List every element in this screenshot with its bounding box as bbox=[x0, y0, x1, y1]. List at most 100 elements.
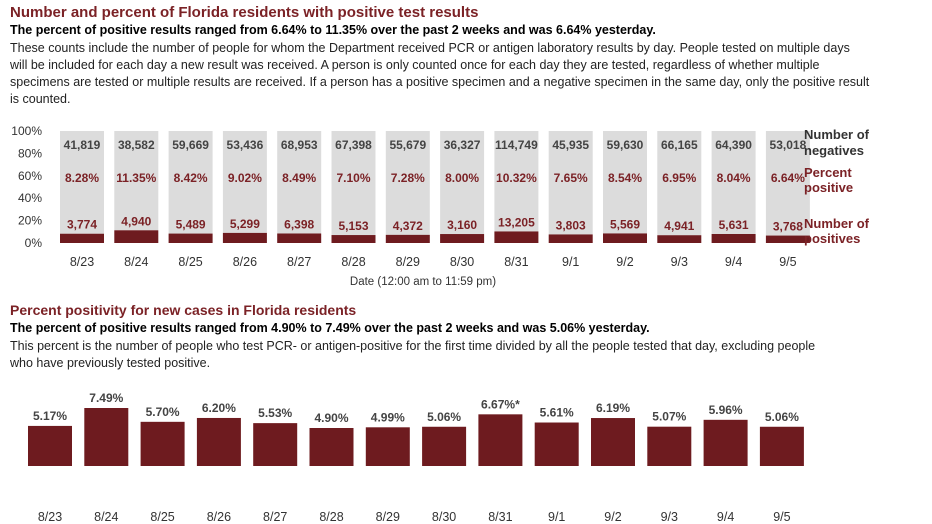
bar-negatives bbox=[114, 131, 159, 231]
bar-positives bbox=[277, 233, 322, 243]
x-tick-label: 8/30 bbox=[432, 510, 456, 524]
bar-positives bbox=[331, 235, 376, 243]
bar-positives bbox=[114, 230, 159, 243]
bar-negatives bbox=[603, 131, 647, 234]
positivity-label: 4.90% bbox=[314, 411, 348, 425]
negatives-label: 59,630 bbox=[607, 138, 644, 152]
x-tick-label: 8/26 bbox=[233, 255, 257, 269]
chart1-subtitle: The percent of positive results ranged f… bbox=[10, 23, 656, 37]
bar-negatives bbox=[657, 131, 702, 236]
negatives-label: 36,327 bbox=[444, 138, 481, 152]
negatives-label: 67,398 bbox=[335, 138, 372, 152]
x-tick-label: 9/4 bbox=[717, 510, 734, 524]
bar-positivity bbox=[140, 421, 185, 466]
percent-label: 6.64% bbox=[771, 171, 805, 185]
bar-positivity bbox=[365, 427, 410, 466]
x-tick-label: 8/23 bbox=[38, 510, 62, 524]
positivity-label: 5.17% bbox=[33, 409, 67, 423]
x-tick-label: 8/29 bbox=[396, 255, 420, 269]
negatives-label: 59,669 bbox=[172, 138, 209, 152]
negatives-label: 114,749 bbox=[495, 138, 538, 152]
percent-positivity-chart: 5.17% 8/23 7.49% 8/24 5.70% 8/25 6.20% 8/26 5.53… bbox=[28, 391, 804, 524]
bar-positivity bbox=[422, 426, 467, 466]
positivity-label: 5.06% bbox=[765, 410, 799, 424]
positivity-label: 6.19% bbox=[596, 401, 630, 415]
x-tick-label: 8/26 bbox=[207, 510, 231, 524]
percent-label: 6.95% bbox=[662, 171, 696, 185]
y-tick-label: 100% bbox=[11, 124, 42, 138]
x-tick-label: 9/2 bbox=[616, 255, 633, 269]
legend-positives-line1: Number of bbox=[804, 216, 870, 231]
positives-label: 13,205 bbox=[498, 215, 535, 229]
bar-positives bbox=[222, 232, 267, 243]
x-tick-label: 8/24 bbox=[94, 510, 118, 524]
negatives-label: 41,819 bbox=[64, 138, 101, 152]
bar-negatives bbox=[331, 131, 376, 236]
negatives-label: 53,018 bbox=[770, 138, 807, 152]
x-tick-label: 9/1 bbox=[548, 510, 565, 524]
positives-label: 5,569 bbox=[610, 217, 640, 231]
x-tick-label: 8/25 bbox=[150, 510, 174, 524]
legend-percent-line2: positive bbox=[804, 180, 853, 195]
y-tick-label: 20% bbox=[18, 214, 42, 228]
y-tick-label: 60% bbox=[18, 169, 42, 183]
positives-label: 5,631 bbox=[719, 218, 749, 232]
bar-positives bbox=[60, 233, 104, 243]
x-tick-label: 8/29 bbox=[376, 510, 400, 524]
negatives-label: 68,953 bbox=[281, 138, 318, 152]
bar-positives bbox=[548, 234, 593, 243]
percent-label: 9.02% bbox=[228, 171, 262, 185]
bar-positivity bbox=[591, 418, 635, 466]
x-axis-title: Date (12:00 am to 11:59 pm) bbox=[350, 276, 496, 288]
bar-negatives bbox=[385, 131, 430, 235]
bar-negatives bbox=[548, 131, 593, 235]
x-tick-label: 8/23 bbox=[70, 255, 94, 269]
bar-positivity bbox=[759, 426, 804, 466]
x-tick-label: 8/25 bbox=[178, 255, 202, 269]
percent-label: 7.10% bbox=[336, 171, 370, 185]
positivity-label: 5.61% bbox=[540, 406, 574, 420]
bar-positivity bbox=[703, 419, 748, 466]
bar-negatives bbox=[168, 131, 213, 234]
x-tick-label: 8/27 bbox=[287, 255, 311, 269]
x-tick-label: 9/5 bbox=[779, 255, 796, 269]
x-tick-label: 8/30 bbox=[450, 255, 474, 269]
legend-negatives-line2: negatives bbox=[804, 143, 864, 158]
percent-label: 7.28% bbox=[391, 171, 425, 185]
bar-negatives bbox=[60, 131, 104, 234]
positivity-label: 5.70% bbox=[146, 405, 180, 419]
bar-positivity bbox=[534, 422, 579, 466]
x-tick-label: 9/5 bbox=[773, 510, 790, 524]
chart2-subtitle: The percent of positive results ranged f… bbox=[10, 321, 650, 335]
bar-negatives bbox=[440, 131, 485, 235]
bar-positives bbox=[603, 233, 647, 243]
x-tick-label: 9/4 bbox=[725, 255, 742, 269]
positives-label: 6,398 bbox=[284, 217, 314, 231]
bar-positivity bbox=[647, 426, 692, 466]
legend-negatives-line1: Number of bbox=[804, 127, 870, 142]
positivity-label: 5.06% bbox=[427, 410, 461, 424]
percent-label: 8.49% bbox=[282, 171, 316, 185]
bar-negatives bbox=[765, 131, 810, 236]
bar-negatives bbox=[711, 131, 756, 234]
chart1-description: These counts include the number of peopl… bbox=[10, 41, 870, 106]
positives-label: 4,940 bbox=[121, 214, 151, 228]
negatives-label: 45,935 bbox=[552, 138, 589, 152]
y-tick-label: 0% bbox=[25, 236, 43, 250]
bar-positivity bbox=[28, 425, 72, 466]
bar-negatives bbox=[277, 131, 322, 234]
x-tick-label: 8/31 bbox=[504, 255, 528, 269]
percent-label: 11.35% bbox=[116, 171, 156, 185]
chart1-title: Number and percent of Florida residents … bbox=[10, 4, 479, 21]
chart2-title: Percent positivity for new cases in Flor… bbox=[10, 302, 357, 318]
positivity-label: 6.67%* bbox=[481, 397, 520, 411]
bar-positives bbox=[711, 233, 756, 243]
percent-label: 8.42% bbox=[174, 171, 208, 185]
positive-results-chart: 100% 80% 60% 40% 20% 0% 41,819 8.28% 3,774 8/23 38… bbox=[11, 124, 870, 288]
x-tick-label: 9/3 bbox=[671, 255, 688, 269]
bar-positives bbox=[494, 231, 539, 243]
positives-label: 4,941 bbox=[664, 219, 694, 233]
x-tick-label: 8/28 bbox=[341, 255, 365, 269]
bar-negatives bbox=[494, 131, 539, 232]
negatives-label: 38,582 bbox=[118, 138, 155, 152]
